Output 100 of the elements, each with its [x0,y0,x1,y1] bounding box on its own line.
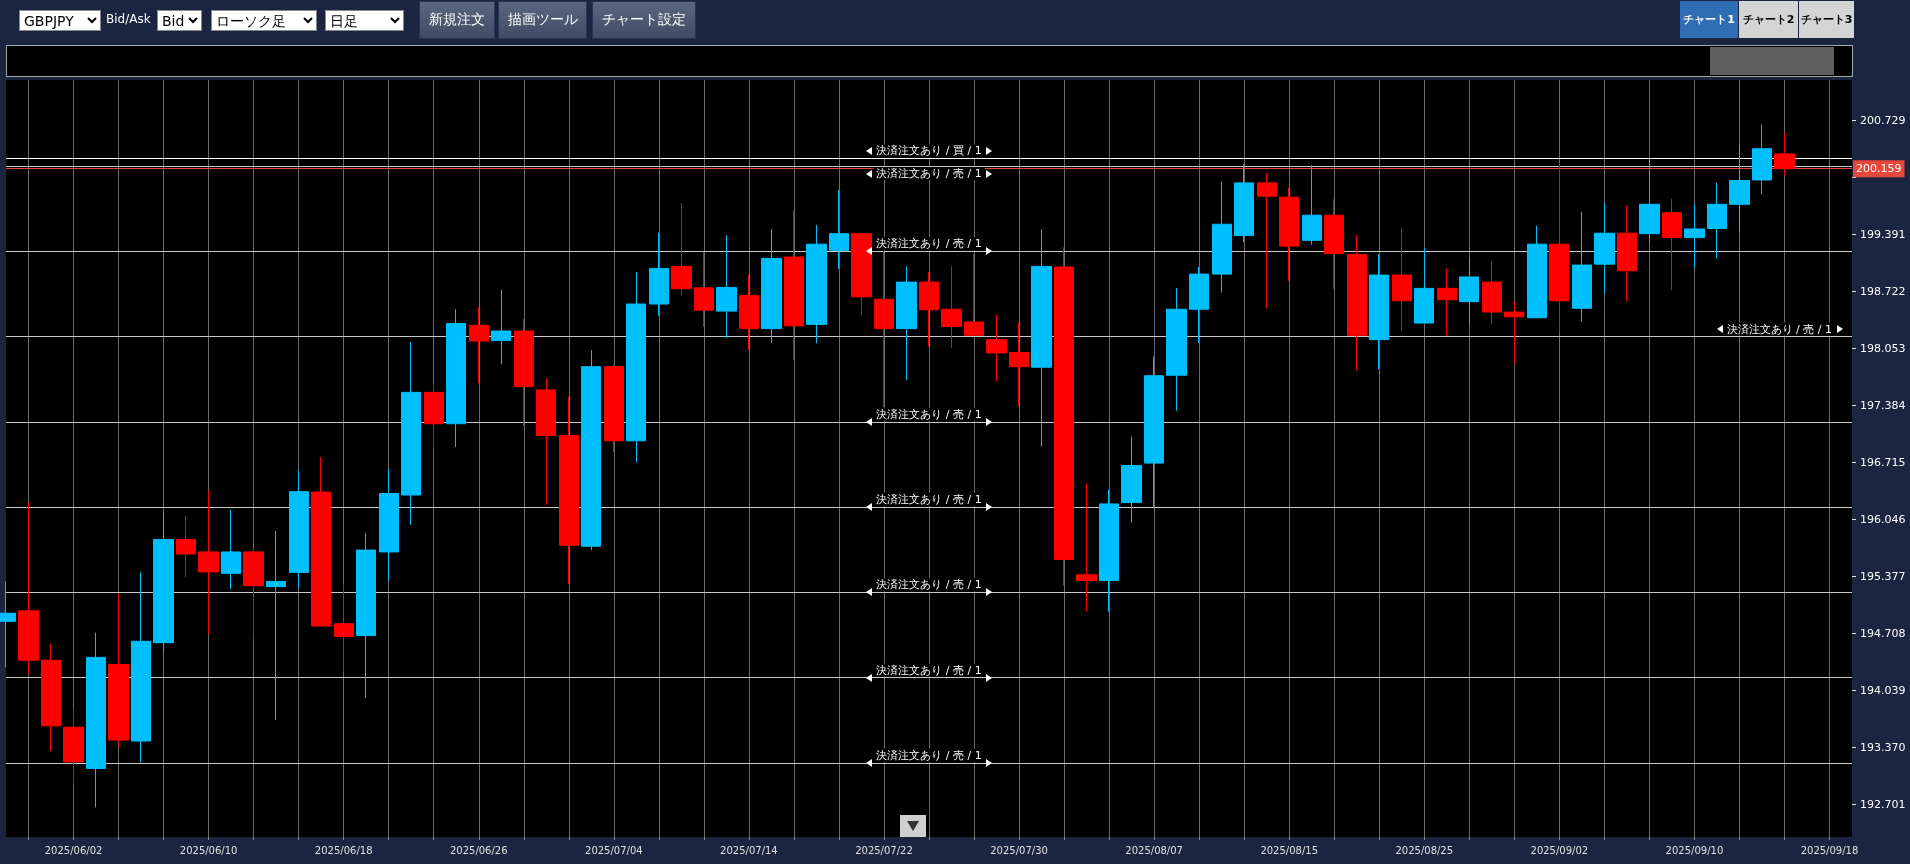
candlestick [1234,163,1254,243]
candlestick [626,271,646,463]
ref-line-label: 決済注文あり / 売 / 1 [1726,322,1832,336]
ref-line-label: 決済注文あり / 売 / 1 [876,167,982,181]
text: 新規注文 [419,1,495,39]
text: チャート2 [1739,1,1798,38]
candlestick [761,228,782,344]
x-tick-label: 2025/09/10 [1665,844,1724,856]
candlestick [1527,225,1547,319]
candlestick [356,532,376,699]
candlestick [1639,158,1660,244]
y-tick-label: 194.708 [1860,626,1906,640]
x-tick-label: 2025/07/14 [720,844,778,856]
candlestick [1437,268,1457,336]
x-tick-label: 2025/08/15 [1260,844,1319,856]
y-tick-label: 196.715 [1860,455,1906,469]
candlestick [1617,205,1637,303]
y-tick-label: 195.377 [1860,569,1906,583]
candlestick [919,271,939,348]
x-tick-label: 2025/07/04 [585,844,643,856]
candlestick [1549,164,1569,333]
x-tick-label: 2025/07/22 [855,844,913,856]
candlestick [581,349,601,551]
candlestick [806,224,827,344]
candlestick [379,468,399,582]
text: Bid/Ask [106,12,152,26]
candlestick [1099,489,1119,613]
candlestick [311,456,331,627]
candlestick [1302,164,1322,246]
ref-line-label: 決済注文あり / 売 / 1 [876,237,982,251]
candlestick [86,632,106,808]
candlestick [1166,287,1187,412]
candlestick [198,490,219,635]
candlestick [1392,227,1412,332]
y-tick-label: 197.384 [1860,398,1906,412]
ref-line-label: 決済注文あり / 買 / 1 [876,144,982,158]
candlestick [63,707,84,785]
candlestick [986,313,1007,382]
candlestick [716,234,737,339]
candlestick [1729,145,1750,233]
x-tick-label: 2025/09/18 [1800,844,1859,856]
candlestick [874,250,894,408]
x-tick-label: 2025/06/10 [179,844,238,856]
candlestick [1212,180,1232,294]
candlestick [18,501,39,676]
ref-line-label: 決済注文あり / 売 / 1 [876,663,982,677]
candlestick [1414,247,1434,324]
x-tick-label: 2025/08/25 [1395,844,1454,856]
candlestick [1459,256,1479,325]
candlestick [964,253,984,336]
ref-line-label: 決済注文あり / 売 / 1 [876,748,982,762]
candlestick [108,593,129,748]
y-tick-label: 199.391 [1860,227,1906,241]
candlestick [469,306,489,384]
candlestick [536,377,556,506]
candlestick [41,643,61,752]
candlestick [1031,228,1052,447]
candlestick [1774,132,1795,177]
candlestick [1279,187,1299,282]
candlestick [243,546,264,640]
text: 描画ツール [498,1,587,39]
candlestick [1009,321,1029,407]
candlestick [1257,172,1277,309]
candlestick [896,265,917,381]
y-tick-label: 192.701 [1860,798,1906,812]
candlestick [401,341,421,526]
candlestick [1684,203,1705,269]
candlestick [131,571,151,763]
candlestick [1572,211,1592,323]
candlestick [739,274,759,351]
candlestick [1662,198,1682,291]
candlestick [424,383,444,450]
x-tick-label: 2025/09/02 [1530,844,1589,856]
candlestick [694,251,714,328]
y-tick-label: 196.046 [1860,512,1906,526]
candlestick [1504,301,1524,364]
candlestick [851,233,872,315]
x-tick-label: 2025/06/26 [449,844,508,856]
candlestick [266,530,286,721]
x-tick-label: 2025/06/18 [314,844,373,856]
candlestick [941,265,962,349]
candlestick [1707,182,1727,259]
candlestick [1482,260,1502,325]
candlestick [221,509,241,590]
candlestick [604,364,624,453]
x-tick-label: 2025/07/30 [990,844,1048,856]
candlestick [1752,123,1772,195]
text: Bid [157,10,202,31]
y-tick-label: 194.039 [1860,683,1906,697]
ref-line-label: 200.159 [1856,162,1902,176]
text: チャート1 [1680,1,1738,38]
candlestick [446,308,466,448]
candlestick [334,583,354,672]
candlestick [829,189,849,270]
candlestick [1369,253,1389,370]
text: 日足 [325,10,404,31]
candlestick [1121,436,1142,524]
candlestick [514,318,534,427]
ref-line-label: 決済注文あり / 売 / 1 [876,493,982,507]
candlestick [649,232,669,317]
